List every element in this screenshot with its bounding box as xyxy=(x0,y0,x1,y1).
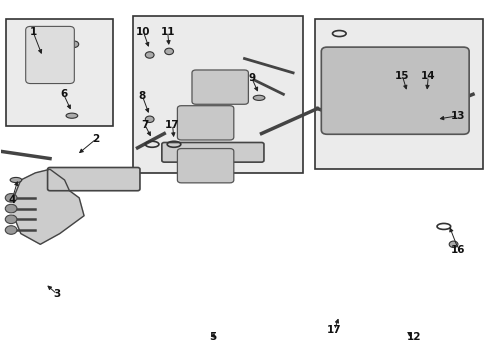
Text: 15: 15 xyxy=(394,71,409,81)
Circle shape xyxy=(145,52,154,58)
Text: 9: 9 xyxy=(248,73,255,83)
FancyBboxPatch shape xyxy=(321,47,468,134)
Text: 16: 16 xyxy=(450,245,465,255)
Text: 2: 2 xyxy=(92,134,100,144)
Text: 13: 13 xyxy=(450,111,465,121)
Ellipse shape xyxy=(66,113,78,118)
Ellipse shape xyxy=(10,177,22,183)
FancyBboxPatch shape xyxy=(192,70,248,104)
Text: 17: 17 xyxy=(326,325,341,335)
Text: 14: 14 xyxy=(420,71,435,81)
FancyBboxPatch shape xyxy=(47,167,140,191)
Polygon shape xyxy=(14,169,84,244)
Text: 6: 6 xyxy=(60,89,67,99)
Text: 1: 1 xyxy=(29,27,37,37)
Ellipse shape xyxy=(427,117,439,122)
Circle shape xyxy=(70,41,79,48)
FancyBboxPatch shape xyxy=(177,106,233,140)
Text: 11: 11 xyxy=(160,27,175,37)
Text: 3: 3 xyxy=(54,289,61,299)
Text: 12: 12 xyxy=(406,332,420,342)
Bar xyxy=(6,19,113,126)
Circle shape xyxy=(5,194,17,202)
Text: 8: 8 xyxy=(139,91,146,101)
Circle shape xyxy=(448,241,457,248)
Text: 17: 17 xyxy=(165,120,180,130)
Circle shape xyxy=(5,215,17,224)
Circle shape xyxy=(422,91,430,98)
Text: 10: 10 xyxy=(136,27,150,37)
Text: 4: 4 xyxy=(8,195,16,204)
Circle shape xyxy=(5,204,17,213)
Circle shape xyxy=(145,116,154,122)
Bar xyxy=(314,19,482,169)
FancyBboxPatch shape xyxy=(26,26,74,84)
FancyBboxPatch shape xyxy=(177,149,233,183)
FancyBboxPatch shape xyxy=(162,143,264,162)
Ellipse shape xyxy=(253,95,264,100)
Circle shape xyxy=(164,48,173,55)
Circle shape xyxy=(5,226,17,234)
Text: 5: 5 xyxy=(209,332,216,342)
Bar xyxy=(132,16,302,173)
Text: 7: 7 xyxy=(141,120,148,130)
